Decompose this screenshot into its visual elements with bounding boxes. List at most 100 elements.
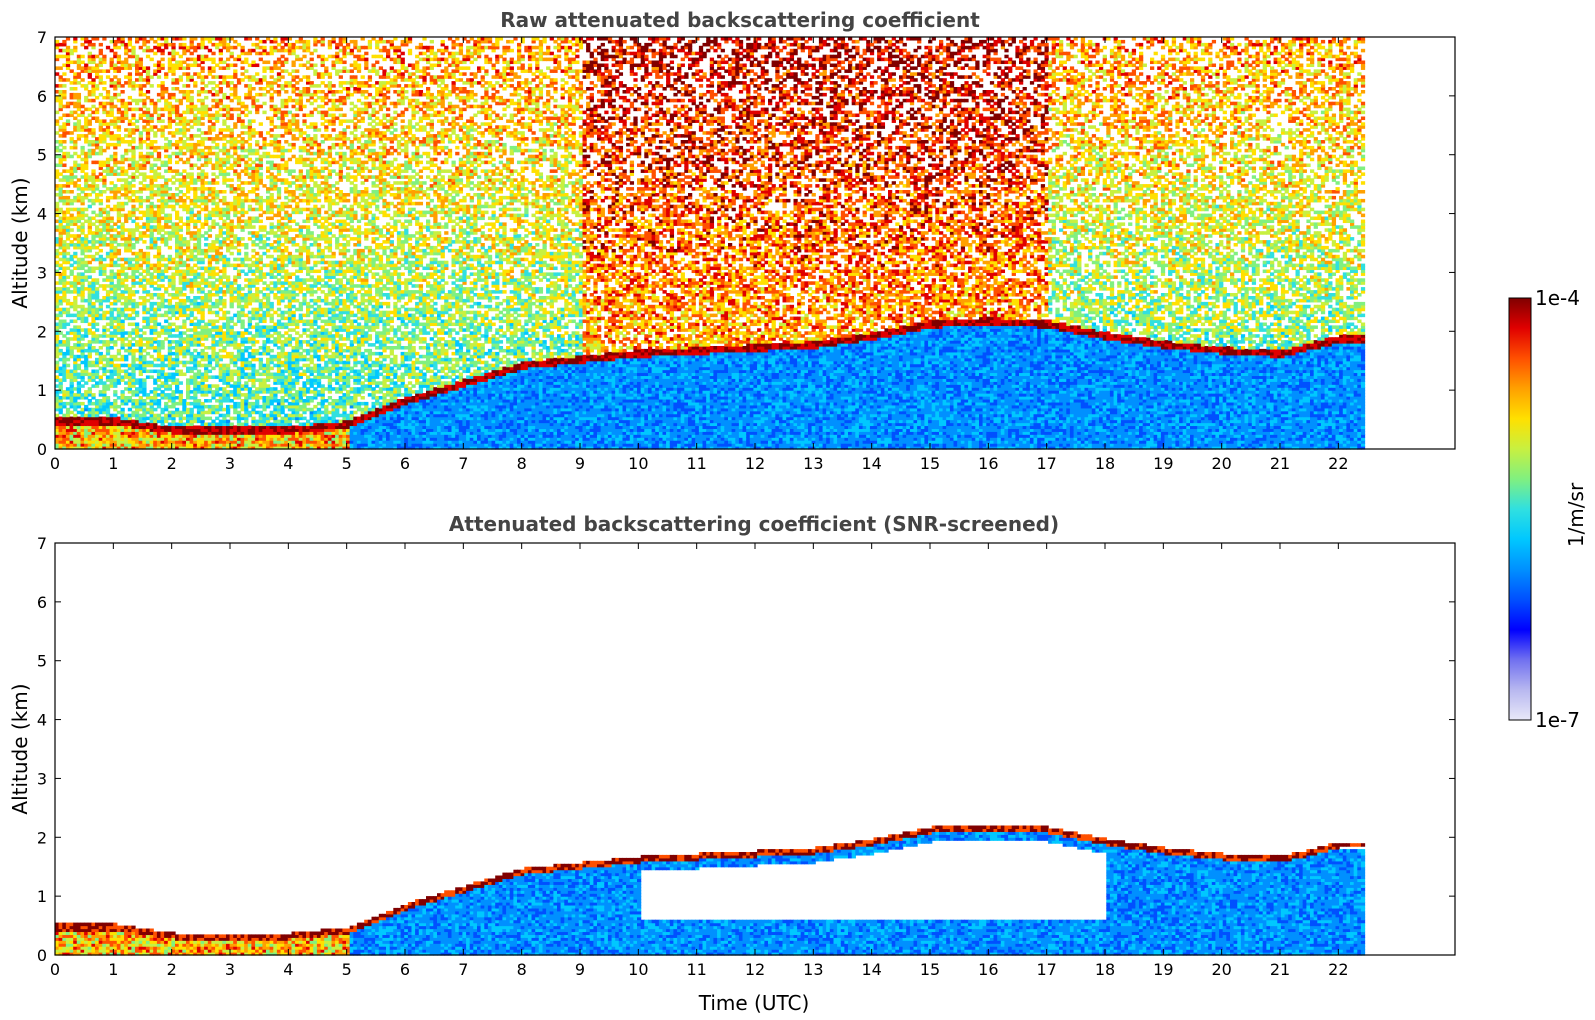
heatmap-cell (88, 90, 92, 94)
heatmap-cell (146, 96, 150, 100)
heatmap-cell (106, 358, 110, 362)
heatmap-cell (146, 108, 150, 112)
heatmap-cell (88, 340, 92, 344)
heatmap-cell (59, 75, 63, 79)
heatmap-cell (88, 408, 92, 412)
heatmap-cell (124, 140, 128, 144)
heatmap-cell (81, 55, 85, 59)
heatmap-cell (117, 249, 121, 253)
heatmap-cell (150, 58, 154, 62)
heatmap-cell (77, 373, 81, 377)
heatmap-cell (66, 337, 70, 341)
heatmap-cell (146, 252, 150, 256)
heatmap-cell (59, 417, 63, 421)
heatmap-cell (77, 184, 81, 188)
heatmap-cell (91, 43, 95, 47)
heatmap-cell (153, 164, 157, 168)
heatmap-cell (117, 358, 121, 362)
heatmap-cell (135, 108, 139, 112)
heatmap-cell (106, 122, 110, 126)
heatmap-cell (66, 152, 70, 156)
heatmap-cell (135, 349, 139, 353)
heatmap-cell (153, 346, 157, 350)
heatmap-cell (117, 93, 121, 97)
heatmap-cell (135, 237, 139, 241)
heatmap-cell (135, 340, 139, 344)
heatmap-cell (117, 66, 121, 70)
heatmap-cell (153, 102, 157, 106)
heatmap-cell (153, 337, 157, 341)
heatmap-cell (66, 175, 70, 179)
heatmap-cell (77, 287, 81, 291)
heatmap-cell (66, 370, 70, 374)
heatmap-cell (95, 267, 99, 271)
heatmap-cell (62, 72, 66, 76)
heatmap-cell (146, 55, 150, 59)
heatmap-cell (153, 158, 157, 162)
heatmap-cell (95, 358, 99, 362)
heatmap-cell (99, 199, 103, 203)
heatmap-cell (106, 275, 110, 279)
heatmap-cell (95, 258, 99, 262)
heatmap-cell (91, 393, 95, 397)
heatmap-cell (66, 78, 70, 82)
heatmap-cell (146, 402, 150, 406)
heatmap-cell (117, 78, 121, 82)
heatmap-cell (146, 175, 150, 179)
heatmap-cell (66, 243, 70, 247)
heatmap-cell (59, 287, 63, 291)
heatmap-cell (77, 134, 81, 138)
heatmap-cell (146, 352, 150, 356)
heatmap-cell (135, 217, 139, 221)
heatmap-cell (59, 43, 63, 47)
heatmap-cell (59, 272, 63, 276)
heatmap-cell (88, 119, 92, 123)
heatmap-cell (153, 414, 157, 418)
heatmap-cell (73, 87, 77, 91)
heatmap-cell (77, 93, 81, 97)
heatmap-cell (117, 243, 121, 247)
heatmap-cell (124, 370, 128, 374)
heatmap-cell (135, 275, 139, 279)
heatmap-cell (88, 267, 92, 271)
heatmap-cell (117, 167, 121, 171)
heatmap-cell (146, 40, 150, 44)
heatmap-cell (146, 278, 150, 282)
heatmap-cell (106, 305, 110, 309)
heatmap-cell (95, 108, 99, 112)
heatmap-cell (88, 193, 92, 197)
heatmap-cell (146, 423, 150, 427)
heatmap-cell (153, 125, 157, 129)
heatmap-cell (66, 131, 70, 135)
heatmap-cell (106, 211, 110, 215)
heatmap-cell (66, 281, 70, 285)
heatmap-cell (153, 264, 157, 268)
panel-raw-title: Raw attenuated backscattering coefficien… (500, 8, 980, 32)
heatmap-cell (95, 152, 99, 156)
heatmap-cell (124, 272, 128, 276)
heatmap-cell (146, 290, 150, 294)
heatmap-cell (124, 396, 128, 400)
heatmap-cell (59, 208, 63, 212)
heatmap-cell (59, 140, 63, 144)
heatmap-cell (139, 58, 143, 62)
heatmap-cell (124, 169, 128, 173)
heatmap-cell (124, 284, 128, 288)
heatmap-cell (121, 90, 125, 94)
heatmap-cell (95, 117, 99, 121)
heatmap-cell (66, 119, 70, 123)
heatmap-cell (124, 355, 128, 359)
heatmap-cell (66, 267, 70, 271)
heatmap-cell (62, 84, 66, 88)
heatmap-cell (77, 272, 81, 276)
heatmap-cell (124, 134, 128, 138)
heatmap-cell (95, 225, 99, 229)
heatmap-cell (88, 373, 92, 377)
heatmap-cell (117, 411, 121, 415)
heatmap-cell (135, 358, 139, 362)
heatmap-cell (117, 46, 121, 50)
heatmap-cell (99, 249, 103, 253)
heatmap-cell (124, 349, 128, 353)
heatmap-cell (59, 117, 63, 121)
heatmap-cell (77, 417, 81, 421)
